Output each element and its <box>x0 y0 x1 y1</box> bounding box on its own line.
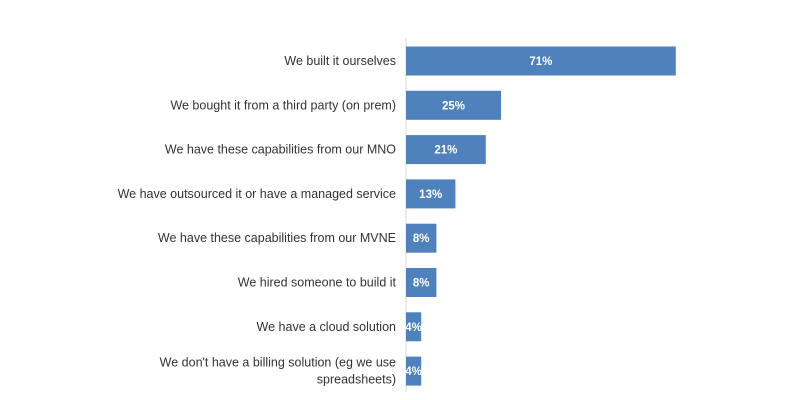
bar-3 <box>406 179 456 209</box>
category-label-3: We have outsourced it or have a managed … <box>118 187 396 201</box>
category-label-6: We have a cloud solution <box>257 320 396 334</box>
value-label-6: 4% <box>405 322 422 334</box>
value-label-7: 4% <box>405 366 422 378</box>
bar-0 <box>406 46 676 76</box>
value-label-1: 25% <box>442 100 465 112</box>
value-label-0: 71% <box>529 56 552 68</box>
category-label-7-line-1: spreadsheets) <box>317 373 396 387</box>
value-label-3: 13% <box>419 189 442 201</box>
category-label-7-line-0: We don't have a billing solution (eg we … <box>160 356 396 370</box>
bar-7 <box>406 356 422 386</box>
value-label-4: 8% <box>413 233 430 245</box>
value-label-5: 8% <box>413 278 430 290</box>
category-label-1: We bought it from a third party (on prem… <box>170 98 396 112</box>
bar-6 <box>406 312 422 342</box>
bars-group: 71% We built it ourselves 25% We bought it … <box>118 46 676 387</box>
category-label-2: We have these capabilities from our MNO <box>165 143 396 157</box>
value-label-2: 21% <box>434 145 457 157</box>
category-label-4: We have these capabilities from our MVNE <box>158 231 396 245</box>
bar-2 <box>406 135 486 165</box>
category-label-0: We built it ourselves <box>284 54 396 68</box>
bar-1 <box>406 90 501 120</box>
category-label-5: We hired someone to build it <box>238 276 397 290</box>
bar-5 <box>406 268 437 297</box>
bar-4 <box>406 223 437 253</box>
